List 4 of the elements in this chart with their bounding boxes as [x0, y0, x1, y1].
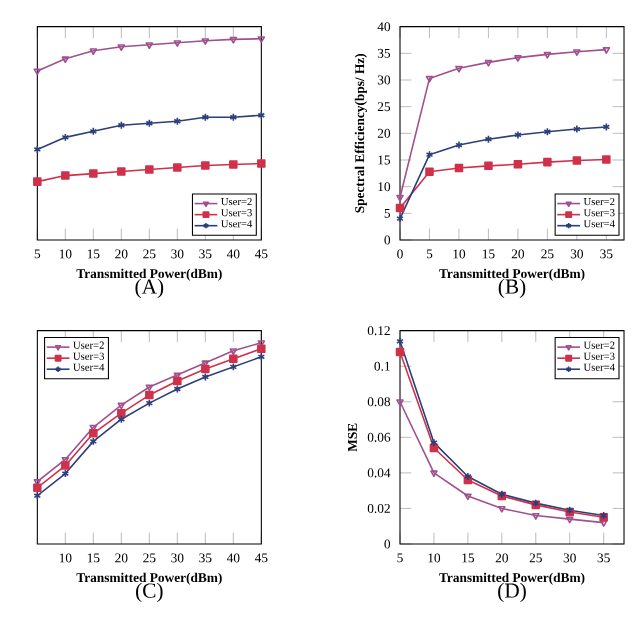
text: (C) [136, 582, 163, 603]
text: (A) [135, 278, 164, 299]
text: (D) [498, 582, 526, 603]
text: (B) [498, 278, 526, 299]
